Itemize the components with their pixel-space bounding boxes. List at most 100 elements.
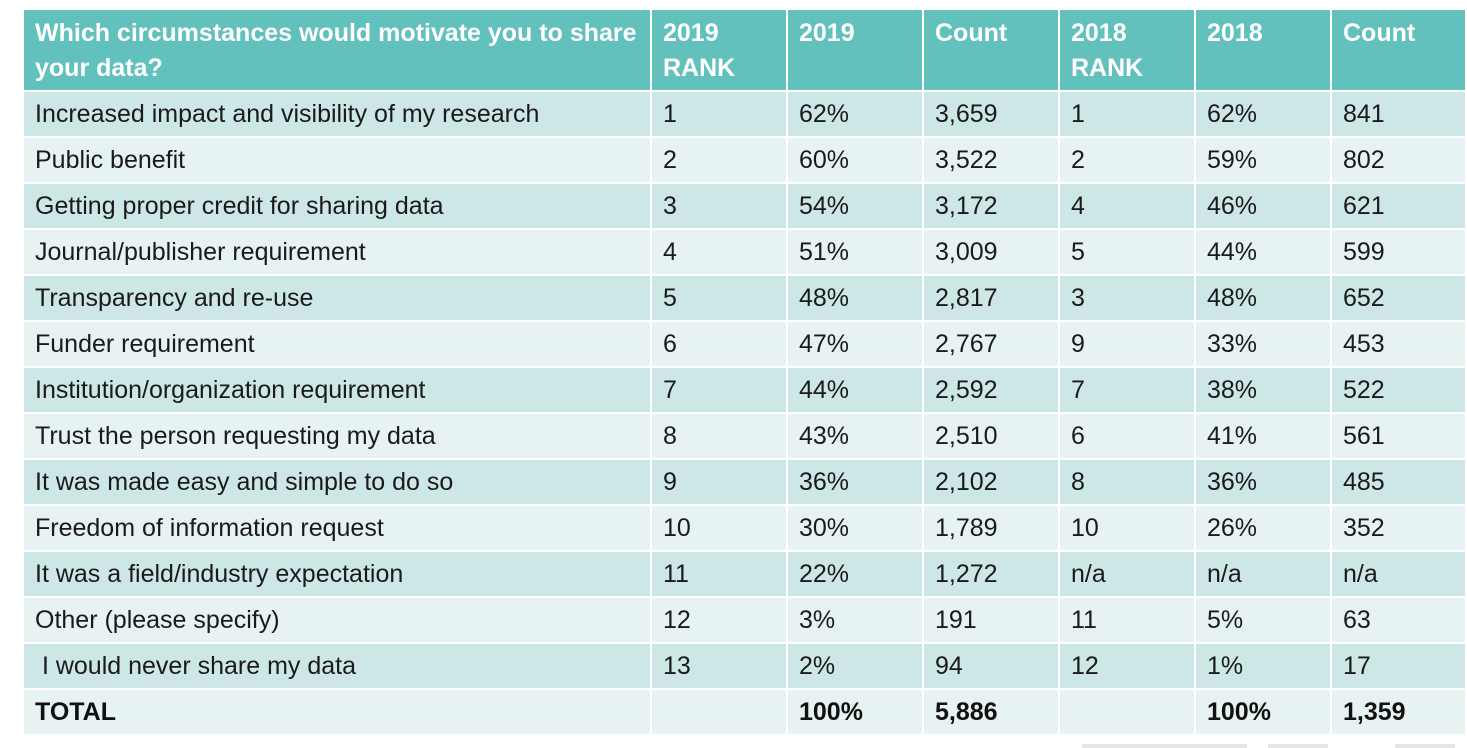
cell-rank-2018: 6 [1058, 412, 1196, 460]
cell-count-2018: 652 [1330, 274, 1467, 322]
cell-percent-2019: 30% [786, 504, 924, 552]
cell-count-2019: 2,817 [922, 274, 1060, 322]
cell-circumstance: It was made easy and simple to do so [22, 458, 652, 506]
cell-percent-2018: 36% [1194, 458, 1332, 506]
cell-rank-2019: 9 [650, 458, 788, 506]
total-percent-2019: 100% [786, 688, 924, 736]
cell-count-2018: n/a [1330, 550, 1467, 598]
cell-rank-2019: 6 [650, 320, 788, 368]
cell-count-2018: 453 [1330, 320, 1467, 368]
cell-percent-2019: 62% [786, 90, 924, 138]
table-header: Which circumstances would motivate you t… [22, 8, 1467, 92]
cell-rank-2018: 2 [1058, 136, 1196, 184]
table-row: It was a field/industry expectation 11 22%… [22, 550, 1467, 598]
cell-percent-2019: 48% [786, 274, 924, 322]
header-2019-rank: 2019 RANK [650, 8, 788, 92]
cell-circumstance: Institution/organization requirement [22, 366, 652, 414]
total-percent-2018: 100% [1194, 688, 1332, 736]
cell-percent-2018: 48% [1194, 274, 1332, 322]
header-2018-count: Count [1330, 8, 1467, 92]
header-2019-count: Count [922, 8, 1060, 92]
cell-rank-2019: 3 [650, 182, 788, 230]
cell-percent-2019: 22% [786, 550, 924, 598]
cell-rank-2018: 8 [1058, 458, 1196, 506]
cell-circumstance: Journal/publisher requirement [22, 228, 652, 276]
cell-count-2019: 3,172 [922, 182, 1060, 230]
cell-count-2019: 3,009 [922, 228, 1060, 276]
cell-percent-2018: n/a [1194, 550, 1332, 598]
cell-count-2018: 599 [1330, 228, 1467, 276]
cell-rank-2019: 5 [650, 274, 788, 322]
cell-rank-2019: 7 [650, 366, 788, 414]
table-row: Public benefit 2 60% 3,522 2 59% 802 [22, 136, 1467, 184]
cell-percent-2018: 1% [1194, 642, 1332, 690]
cell-circumstance: Getting proper credit for sharing data [22, 182, 652, 230]
cell-circumstance: Public benefit [22, 136, 652, 184]
cell-rank-2019: 1 [650, 90, 788, 138]
table-row: Trust the person requesting my data 8 43% 2… [22, 412, 1467, 460]
cell-rank-2019: 10 [650, 504, 788, 552]
cell-circumstance: Trust the person requesting my data [22, 412, 652, 460]
cell-percent-2019: 51% [786, 228, 924, 276]
cell-rank-2019: 13 [650, 642, 788, 690]
cell-rank-2018: 10 [1058, 504, 1196, 552]
cell-percent-2018: 5% [1194, 596, 1332, 644]
table-row: Institution/organization requirement 7 44%… [22, 366, 1467, 414]
total-rank-2018 [1058, 688, 1196, 736]
total-count-2018: 1,359 [1330, 688, 1467, 736]
header-row: Which circumstances would motivate you t… [22, 8, 1467, 92]
header-2018-rank: 2018 RANK [1058, 8, 1196, 92]
cell-percent-2019: 3% [786, 596, 924, 644]
cell-count-2018: 621 [1330, 182, 1467, 230]
table-row: Funder requirement 6 47% 2,767 9 33% 453 [22, 320, 1467, 368]
cell-circumstance: Funder requirement [22, 320, 652, 368]
table-row: Transparency and re-use 5 48% 2,817 3 48% 652 [22, 274, 1467, 322]
bottom-strip [1395, 744, 1455, 748]
cell-count-2019: 1,272 [922, 550, 1060, 598]
table-row: Freedom of information request 10 30% 1,789… [22, 504, 1467, 552]
cell-circumstance: Transparency and re-use [22, 274, 652, 322]
table-row: Increased impact and visibility of my re… [22, 90, 1467, 138]
cell-percent-2019: 2% [786, 642, 924, 690]
cell-rank-2018: 12 [1058, 642, 1196, 690]
cell-count-2019: 94 [922, 642, 1060, 690]
cell-percent-2019: 54% [786, 182, 924, 230]
total-row: TOTAL 100% 5,886 100% 1,359 [22, 688, 1467, 736]
table-body: Increased impact and visibility of my re… [22, 90, 1467, 736]
total-circumstance: TOTAL [22, 688, 652, 736]
cell-rank-2018: 9 [1058, 320, 1196, 368]
cell-count-2018: 352 [1330, 504, 1467, 552]
cell-rank-2019: 8 [650, 412, 788, 460]
cell-count-2019: 2,592 [922, 366, 1060, 414]
cell-rank-2018: 11 [1058, 596, 1196, 644]
cell-percent-2018: 41% [1194, 412, 1332, 460]
cell-count-2019: 191 [922, 596, 1060, 644]
cell-count-2018: 561 [1330, 412, 1467, 460]
cell-count-2018: 485 [1330, 458, 1467, 506]
cell-count-2019: 2,102 [922, 458, 1060, 506]
header-question: Which circumstances would motivate you t… [22, 8, 652, 92]
header-2019-percent: 2019 [786, 8, 924, 92]
cell-rank-2018: n/a [1058, 550, 1196, 598]
bottom-strip [1082, 744, 1247, 748]
cell-rank-2018: 7 [1058, 366, 1196, 414]
cell-count-2019: 1,789 [922, 504, 1060, 552]
table-row: Getting proper credit for sharing data 3 5… [22, 182, 1467, 230]
cell-count-2018: 802 [1330, 136, 1467, 184]
table-container: Which circumstances would motivate you t… [22, 8, 1467, 736]
cell-rank-2019: 2 [650, 136, 788, 184]
cell-count-2019: 2,767 [922, 320, 1060, 368]
header-2018-percent: 2018 [1194, 8, 1332, 92]
cell-percent-2019: 47% [786, 320, 924, 368]
cell-percent-2019: 43% [786, 412, 924, 460]
cell-circumstance: Other (please specify) [22, 596, 652, 644]
cell-percent-2019: 60% [786, 136, 924, 184]
cell-count-2018: 63 [1330, 596, 1467, 644]
total-rank-2019 [650, 688, 788, 736]
cell-rank-2019: 11 [650, 550, 788, 598]
cell-count-2019: 3,659 [922, 90, 1060, 138]
cell-percent-2019: 44% [786, 366, 924, 414]
total-count-2019: 5,886 [922, 688, 1060, 736]
table-row: Journal/publisher requirement 4 51% 3,009 5 4… [22, 228, 1467, 276]
cell-percent-2018: 26% [1194, 504, 1332, 552]
